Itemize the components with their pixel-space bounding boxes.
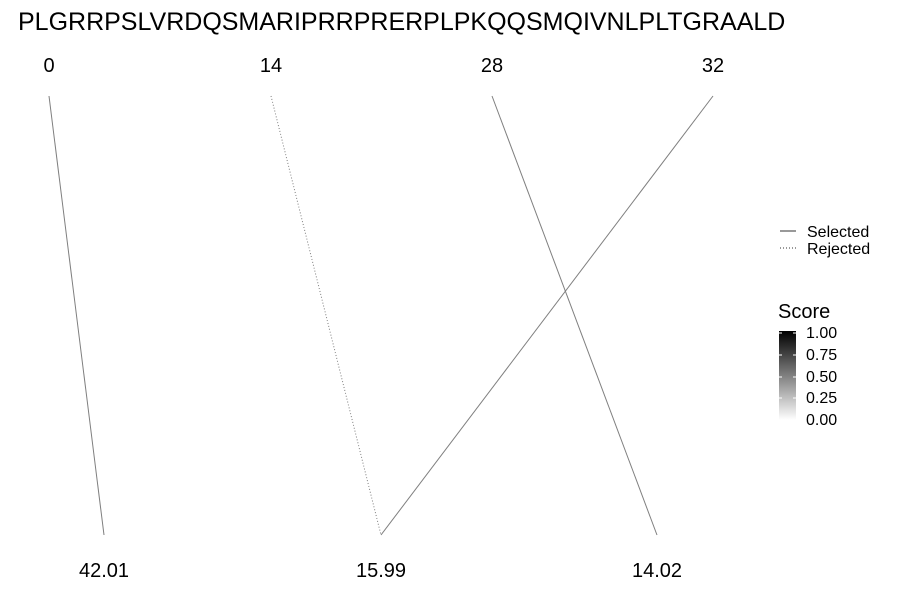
score-tick: 1.00 (806, 325, 837, 342)
score-legend-title: Score (778, 301, 830, 323)
top-labels: 0 14 28 32 (43, 55, 724, 77)
chart-title: PLGRRPSLVRDQSMARIPRRPRERPLPKQQSMQIVNLPLT… (18, 8, 785, 36)
linetype-legend: Selected Rejected (780, 224, 870, 258)
link-selected (380, 95, 714, 536)
score-tick: 0.25 (806, 390, 837, 407)
link-selected (491, 95, 658, 536)
link-rejected (270, 95, 382, 536)
score-colorbar (779, 331, 796, 420)
score-legend: Score 1.00 0.75 0.50 0.25 0.00 (778, 301, 837, 429)
top-label: 14 (260, 55, 282, 77)
top-label: 32 (702, 55, 724, 77)
links (48, 95, 714, 536)
link-selected (48, 95, 105, 536)
score-tick: 0.50 (806, 369, 837, 386)
top-label: 28 (481, 55, 503, 77)
score-tick: 0.75 (806, 347, 837, 364)
bottom-label: 42.01 (79, 560, 129, 582)
bottom-label: 15.99 (356, 560, 406, 582)
legend-label-rejected: Rejected (807, 241, 870, 258)
top-label: 0 (43, 55, 54, 77)
bottom-labels: 42.01 15.99 14.02 (79, 560, 682, 582)
score-tick: 0.00 (806, 412, 837, 429)
legend-label-selected: Selected (807, 224, 869, 241)
bottom-label: 14.02 (632, 560, 682, 582)
